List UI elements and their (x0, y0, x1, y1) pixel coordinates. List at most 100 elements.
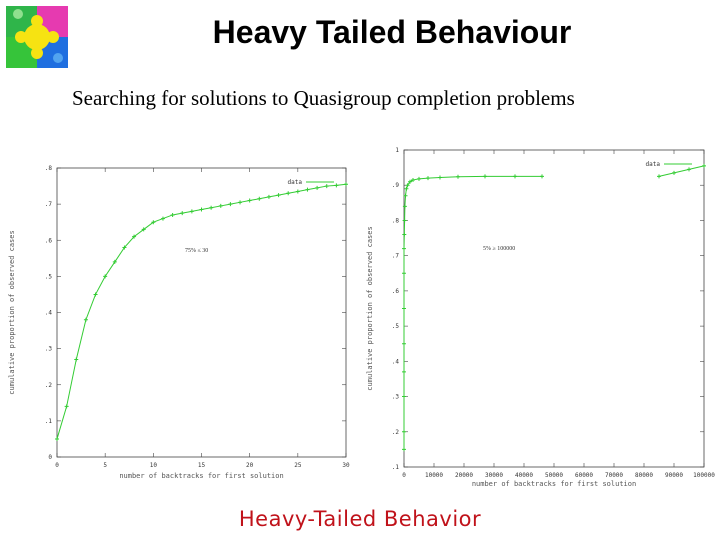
chart-annotation: 75% ≤ 30 (185, 248, 208, 254)
x-axis-label: number of backtracks for first solution (119, 472, 283, 480)
data-point (657, 174, 661, 179)
data-point (64, 404, 69, 409)
data-point (209, 205, 214, 210)
data-point (74, 357, 79, 362)
data-point (266, 194, 271, 199)
y-tick-label: 1 (395, 147, 399, 154)
x-axis-label: number of backtracks for first solution (472, 480, 636, 488)
y-tick-label: .5 (392, 323, 400, 330)
data-point (402, 204, 407, 209)
data-point (228, 202, 233, 207)
y-tick-label: 0 (48, 454, 52, 461)
data-point (417, 176, 421, 181)
data-point (687, 167, 691, 172)
slide-footer: Heavy-Tailed Behavior (238, 507, 482, 531)
x-tick-label: 25 (294, 462, 302, 469)
legend-label: data (288, 179, 303, 186)
series-line (658, 165, 705, 177)
y-tick-label: .6 (392, 288, 400, 295)
y-tick-label: .7 (45, 201, 53, 208)
data-point (160, 216, 165, 221)
data-point (112, 259, 117, 264)
x-tick-label: 0 (402, 472, 406, 479)
data-point (170, 212, 175, 217)
y-axis-label: cumulative proportion of observed cases (366, 226, 374, 390)
x-tick-label: 70000 (605, 472, 623, 479)
data-point (402, 232, 407, 237)
y-tick-label: .2 (45, 382, 53, 389)
y-tick-label: .8 (392, 217, 400, 224)
data-point (402, 394, 406, 399)
x-tick-label: 50000 (545, 472, 563, 479)
data-point (334, 183, 339, 188)
data-point (122, 245, 127, 250)
chart-annotation: 5% ≥ 100000 (483, 246, 515, 252)
data-point (404, 186, 409, 191)
data-point (180, 211, 185, 216)
plot-frame (403, 149, 705, 468)
data-point (83, 317, 88, 322)
data-point (426, 176, 430, 181)
y-tick-label: .3 (392, 394, 400, 401)
data-point (402, 429, 406, 434)
data-point (403, 193, 408, 198)
x-tick-label: 10000 (425, 472, 443, 479)
data-point (402, 218, 407, 223)
y-tick-label: .5 (45, 273, 53, 280)
data-point (276, 193, 281, 198)
x-tick-label: 80000 (635, 472, 653, 479)
data-point (55, 436, 59, 441)
x-tick-label: 90000 (665, 472, 683, 479)
data-point (315, 185, 320, 190)
data-point (402, 271, 406, 276)
y-tick-label: .1 (45, 418, 53, 425)
series-line (56, 183, 347, 440)
data-point (286, 191, 291, 196)
data-point (295, 189, 300, 194)
series-line (403, 175, 542, 450)
y-tick-label: .9 (392, 182, 400, 189)
data-point (238, 200, 243, 205)
x-tick-label: 0 (55, 462, 59, 469)
y-axis-label: cumulative proportion of observed cases (8, 230, 16, 394)
data-point (483, 174, 487, 179)
x-tick-label: 60000 (575, 472, 593, 479)
data-point (151, 220, 156, 225)
data-point (132, 234, 137, 239)
data-point (672, 170, 676, 175)
y-tick-label: .6 (45, 237, 53, 244)
x-tick-label: 5 (103, 462, 107, 469)
data-point (189, 209, 194, 214)
y-tick-label: .3 (45, 346, 53, 353)
x-tick-label: 20000 (455, 472, 473, 479)
data-point (199, 207, 204, 212)
x-tick-label: 40000 (515, 472, 533, 479)
data-point (257, 196, 262, 201)
data-point (103, 274, 108, 279)
data-point (438, 175, 442, 180)
puzzle-logo (6, 6, 68, 68)
x-tick-label: 30 (342, 462, 350, 469)
data-point (702, 163, 706, 168)
data-point (402, 369, 406, 374)
y-tick-label: .1 (392, 464, 400, 471)
x-tick-label: 30000 (485, 472, 503, 479)
data-point (141, 227, 146, 232)
data-point (402, 447, 406, 452)
legend-label: data (646, 161, 661, 168)
x-tick-label: 20 (246, 462, 254, 469)
y-tick-label: .2 (392, 429, 400, 436)
data-point (540, 174, 544, 179)
x-tick-label: 15 (198, 462, 206, 469)
data-point (93, 292, 98, 297)
data-point (402, 341, 406, 346)
data-point (411, 177, 415, 182)
data-point (344, 182, 348, 187)
data-point (218, 203, 223, 208)
x-tick-label: 100000 (693, 472, 715, 479)
data-point (456, 174, 460, 179)
data-point (513, 174, 517, 179)
data-point (305, 187, 310, 192)
data-point (402, 246, 406, 251)
x-tick-label: 10 (150, 462, 158, 469)
